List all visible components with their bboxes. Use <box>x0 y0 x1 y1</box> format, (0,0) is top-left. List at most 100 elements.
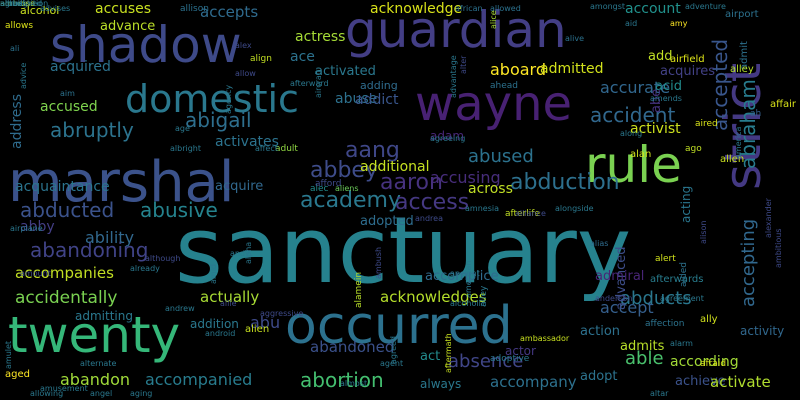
word-ah: ah <box>750 109 762 119</box>
word-wayne: wayne <box>415 76 573 132</box>
word-acknowledge: acknowledge <box>370 1 463 17</box>
word-domestic: domestic <box>125 77 299 121</box>
word-american: american <box>464 260 473 299</box>
word-acting: acting <box>679 185 693 224</box>
word-according: according <box>670 354 739 370</box>
word-already: already <box>130 264 160 273</box>
word-alex: alex <box>235 41 252 50</box>
word-always: always <box>420 377 462 391</box>
word-aftermath: aftermath <box>444 333 453 374</box>
word-action: action <box>580 324 621 339</box>
word-abu: abu <box>250 313 281 332</box>
word-adam: adam <box>430 129 465 143</box>
word-amy: amy <box>670 19 688 28</box>
word-actor: actor <box>505 344 536 358</box>
word-sanctuary: sanctuary <box>175 197 632 304</box>
word-abusive: abusive <box>140 198 218 222</box>
word-alter: alter <box>459 55 468 74</box>
word-andy: andy <box>230 249 250 258</box>
word-acquires: acquires <box>660 64 716 79</box>
word-abducts: abducts <box>620 288 692 309</box>
word-aging: aging <box>130 389 153 398</box>
word-guardian: guardian <box>345 1 567 59</box>
word-among: among <box>0 0 28 8</box>
word-accidentally: accidentally <box>15 288 118 308</box>
word-ambassador: ambassador <box>520 334 570 343</box>
word-abigail: abigail <box>185 108 252 132</box>
word-admitted: admitted <box>540 61 604 77</box>
word-across: across <box>468 181 513 197</box>
word-actually: actually <box>200 288 260 306</box>
word-america: america <box>734 126 743 159</box>
word-aboard: aboard <box>490 60 547 79</box>
word-admitting: admitting <box>75 309 133 323</box>
word-allowing: allowing <box>30 389 64 398</box>
word-ambush: ambush <box>374 246 383 279</box>
word-alamein: alamein <box>354 271 364 308</box>
word-accuses: accuses <box>95 1 152 17</box>
word-accepting: accepting <box>738 218 759 308</box>
word-alcohol: alcohol <box>20 4 60 17</box>
word-amongst: amongst <box>590 2 626 11</box>
word-actress: actress <box>295 29 346 45</box>
word-absence: absence <box>448 351 524 372</box>
word-afford: afford <box>315 179 342 189</box>
word-aang: aang <box>345 138 400 163</box>
word-activist: activist <box>630 121 681 137</box>
word-adventure: adventure <box>685 2 726 11</box>
word-amnesia: amnesia <box>465 204 499 213</box>
word-advantage: advantage <box>449 55 458 99</box>
word-allie: allie <box>220 299 237 308</box>
word-although: although <box>145 254 181 263</box>
word-amends: amends <box>650 94 682 103</box>
word-accepted: accepted <box>708 38 732 131</box>
word-almost: almost <box>340 379 368 388</box>
word-ambition: ambition <box>0 0 36 8</box>
word-acquired: acquired <box>50 59 111 75</box>
word-android: android <box>205 329 236 338</box>
word-abuse: abuse <box>335 91 378 107</box>
word-access: access <box>395 190 470 215</box>
word-alone: alone <box>0 0 23 8</box>
word-alice: alice <box>489 10 498 29</box>
word-alec: alec <box>310 184 329 194</box>
word-afterward: afterward <box>290 79 329 88</box>
word-accepts: accepts <box>200 3 259 21</box>
word-albert: albert <box>0 0 24 8</box>
word-aaron: aaron <box>380 170 443 195</box>
word-shadow: shadow <box>50 16 242 74</box>
word-alternate: alternate <box>80 359 117 368</box>
word-academy: academy <box>300 188 402 213</box>
word-african: african <box>455 4 483 13</box>
word-amount: amount <box>20 269 51 278</box>
word-abandoning: abandoning <box>30 238 149 262</box>
word-ahead: ahead <box>490 81 518 91</box>
word-account: account <box>625 1 681 17</box>
word-amulet: amulet <box>4 340 13 369</box>
word-accept: accept <box>600 298 654 317</box>
word-agreement: agreement <box>660 294 704 303</box>
word-aliens: aliens <box>335 184 359 193</box>
word-abby: abby <box>20 219 55 235</box>
word-advises: advises <box>40 4 71 13</box>
word-aided: aided <box>679 262 689 287</box>
word-alley: alley <box>730 64 754 75</box>
word-anderson: anderson <box>595 294 633 303</box>
word-address: address <box>9 93 25 149</box>
word-ammunition: ammunition <box>0 0 49 8</box>
word-agreeing: agreeing <box>430 134 466 143</box>
word-along: along <box>620 129 643 138</box>
word-alarm: alarm <box>670 339 693 348</box>
word-aired: aired <box>695 119 718 129</box>
word-occurred: occurred <box>285 296 513 356</box>
word-aim: aim <box>60 89 75 98</box>
word-activates: activates <box>215 134 279 150</box>
word-add: add <box>648 49 673 64</box>
word-aged: aged <box>5 369 30 380</box>
word-abducted: abducted <box>20 198 115 222</box>
word-activated: activated <box>315 64 376 79</box>
word-alias: alias <box>590 239 609 248</box>
word-agent: agent <box>380 359 404 368</box>
word-affect: affect <box>255 144 278 153</box>
